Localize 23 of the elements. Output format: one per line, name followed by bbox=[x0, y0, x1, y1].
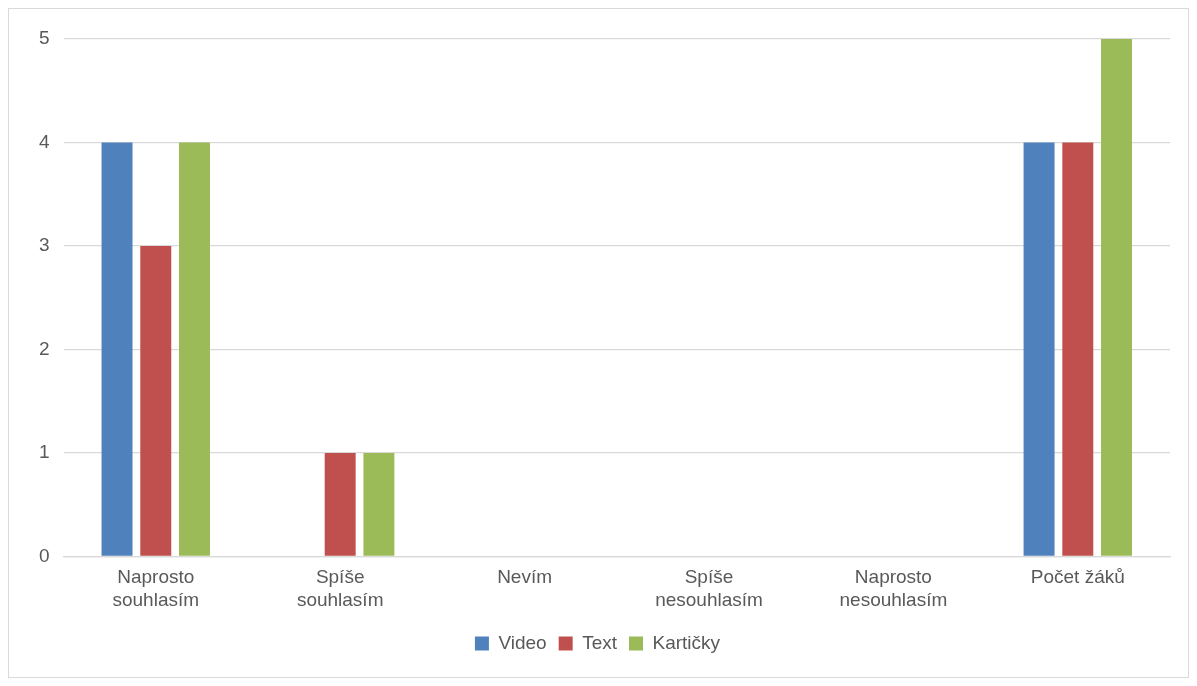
x-tick-label: Spíše nesouhlasím bbox=[655, 566, 763, 610]
bar bbox=[1062, 142, 1094, 556]
y-tick-label: 5 bbox=[38, 27, 50, 49]
legend-label: Kartičky bbox=[652, 631, 721, 653]
bar bbox=[179, 142, 210, 556]
x-tick-label: Spíše souhlasím bbox=[296, 566, 384, 610]
bar bbox=[1023, 142, 1055, 556]
x-tick-label: Nevím bbox=[497, 566, 553, 588]
y-tick-label: 4 bbox=[38, 130, 50, 152]
x-tick-label: Počet žáků bbox=[1030, 566, 1125, 588]
legend-label: Video bbox=[498, 631, 547, 653]
y-tick-label: 3 bbox=[38, 234, 50, 256]
bar bbox=[324, 452, 356, 556]
bar bbox=[140, 245, 172, 556]
x-tick-label: Naprosto souhlasím bbox=[112, 566, 200, 610]
bar bbox=[1101, 39, 1133, 556]
bar bbox=[363, 452, 395, 556]
bar bbox=[101, 142, 133, 556]
x-tick-label: Naprosto nesouhlasím bbox=[839, 566, 948, 610]
y-tick-label: 1 bbox=[38, 441, 50, 463]
legend-label: Text bbox=[582, 631, 618, 653]
y-tick-label: 2 bbox=[38, 337, 50, 359]
y-tick-label: 0 bbox=[38, 544, 50, 566]
